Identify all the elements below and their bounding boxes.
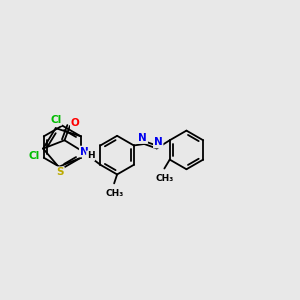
Text: N: N <box>154 137 163 148</box>
Text: N: N <box>138 133 147 143</box>
Text: N: N <box>80 147 88 157</box>
Text: Cl: Cl <box>50 115 61 125</box>
Text: O: O <box>71 118 80 128</box>
Text: S: S <box>56 167 64 177</box>
Text: CH₃: CH₃ <box>155 174 173 183</box>
Text: Cl: Cl <box>29 151 40 161</box>
Text: CH₃: CH₃ <box>105 189 123 198</box>
Text: H: H <box>87 151 94 160</box>
